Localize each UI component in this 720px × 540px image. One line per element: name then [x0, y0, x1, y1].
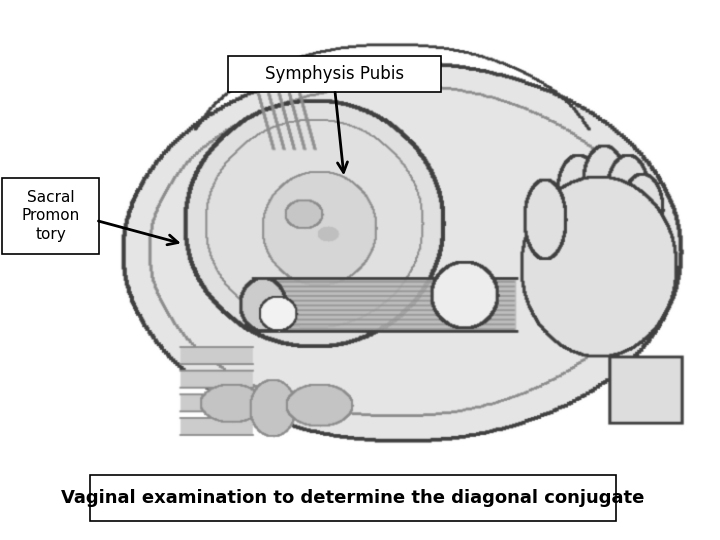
FancyBboxPatch shape [2, 178, 99, 254]
Text: Sacral
Promon
tory: Sacral Promon tory [22, 190, 80, 242]
Text: Symphysis Pubis: Symphysis Pubis [265, 65, 404, 83]
FancyBboxPatch shape [90, 475, 616, 521]
Text: Vaginal examination to determine the diagonal conjugate: Vaginal examination to determine the dia… [61, 489, 644, 507]
FancyBboxPatch shape [228, 56, 441, 92]
